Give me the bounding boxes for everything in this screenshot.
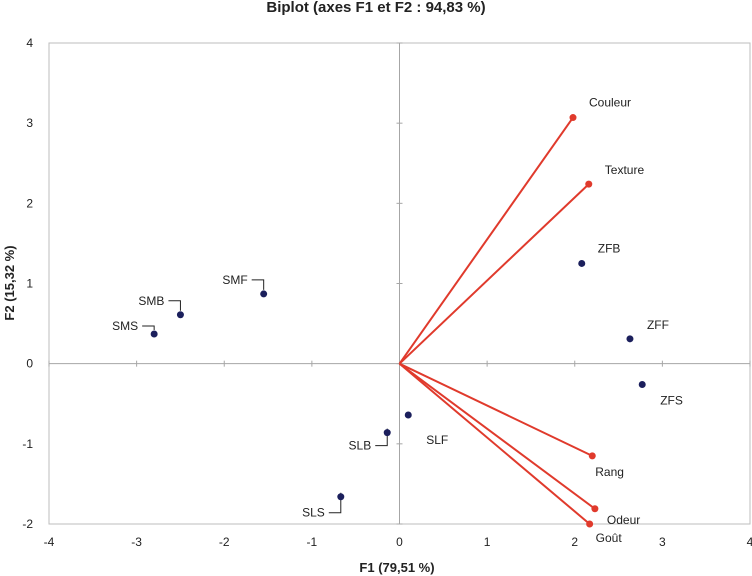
x-tick-label: 3 bbox=[659, 535, 666, 549]
point-label: ZFB bbox=[598, 241, 621, 255]
point-label: ZFF bbox=[647, 318, 669, 332]
tick-labels-layer: -4 -3 -2 -1 0 1 2 3 4 -2 -1 0 1 2 3 4 bbox=[22, 36, 752, 549]
y-tick-label: 0 bbox=[26, 357, 33, 371]
vector-label: Odeur bbox=[607, 513, 640, 527]
point-label: SMB bbox=[138, 294, 164, 308]
vector-line-odeur bbox=[398, 362, 596, 510]
vector-tip-couleur bbox=[569, 114, 577, 122]
vector-label: Texture bbox=[605, 163, 645, 177]
point-label: SMF bbox=[222, 273, 247, 287]
x-tick-label: 4 bbox=[747, 535, 752, 549]
x-tick-label: -4 bbox=[44, 535, 55, 549]
variable-vectors-layer: Couleur Texture Rang Odeur Goût bbox=[398, 96, 645, 545]
point-zfb bbox=[578, 259, 586, 267]
leader-line bbox=[142, 325, 155, 331]
vector-label: Rang bbox=[595, 465, 624, 479]
point-smf bbox=[260, 290, 268, 298]
point-sls bbox=[337, 493, 345, 501]
vector-label: Goût bbox=[596, 531, 623, 545]
y-tick-label: -2 bbox=[22, 517, 33, 531]
point-smb bbox=[176, 311, 184, 319]
vector-line-rang bbox=[399, 362, 593, 457]
point-label: SLB bbox=[349, 439, 372, 453]
y-tick-label: 1 bbox=[26, 277, 33, 291]
point-slf bbox=[404, 411, 412, 419]
point-label: SLF bbox=[426, 433, 448, 447]
point-zfs bbox=[638, 381, 646, 389]
vector-label: Couleur bbox=[589, 96, 631, 110]
point-label: SLS bbox=[302, 506, 325, 520]
y-tick-label: 3 bbox=[26, 116, 33, 130]
x-tick-label: -3 bbox=[131, 535, 142, 549]
chart-title: Biplot (axes F1 et F2 : 94,83 %) bbox=[266, 0, 485, 16]
x-tick-label: 2 bbox=[571, 535, 578, 549]
point-sms bbox=[150, 330, 158, 338]
point-label: ZFS bbox=[660, 394, 683, 408]
vector-tip-odeur bbox=[591, 505, 599, 513]
x-tick-label: -1 bbox=[307, 535, 318, 549]
leader-line bbox=[251, 279, 265, 290]
x-tick-label: 0 bbox=[396, 535, 403, 549]
x-axis-title: F1 (79,51 %) bbox=[359, 560, 434, 575]
vector-tip-rang bbox=[588, 452, 596, 460]
vector-tip-texture bbox=[585, 180, 593, 188]
y-tick-label: 4 bbox=[26, 36, 33, 50]
vector-line-goût bbox=[398, 362, 591, 525]
y-tick-label: 2 bbox=[26, 196, 33, 210]
leader-line bbox=[168, 300, 181, 311]
vector-tip-goût bbox=[586, 520, 594, 528]
point-slb bbox=[383, 429, 391, 437]
point-label: SMS bbox=[112, 319, 138, 333]
point-zff bbox=[626, 335, 634, 343]
vector-line-texture bbox=[398, 183, 590, 365]
x-tick-label: 1 bbox=[484, 535, 491, 549]
vector-line-couleur bbox=[398, 116, 574, 365]
axes-layer bbox=[48, 42, 751, 525]
y-axis-title: F2 (15,32 %) bbox=[2, 245, 17, 320]
x-tick-label: -2 bbox=[219, 535, 230, 549]
y-tick-label: -1 bbox=[22, 437, 33, 451]
